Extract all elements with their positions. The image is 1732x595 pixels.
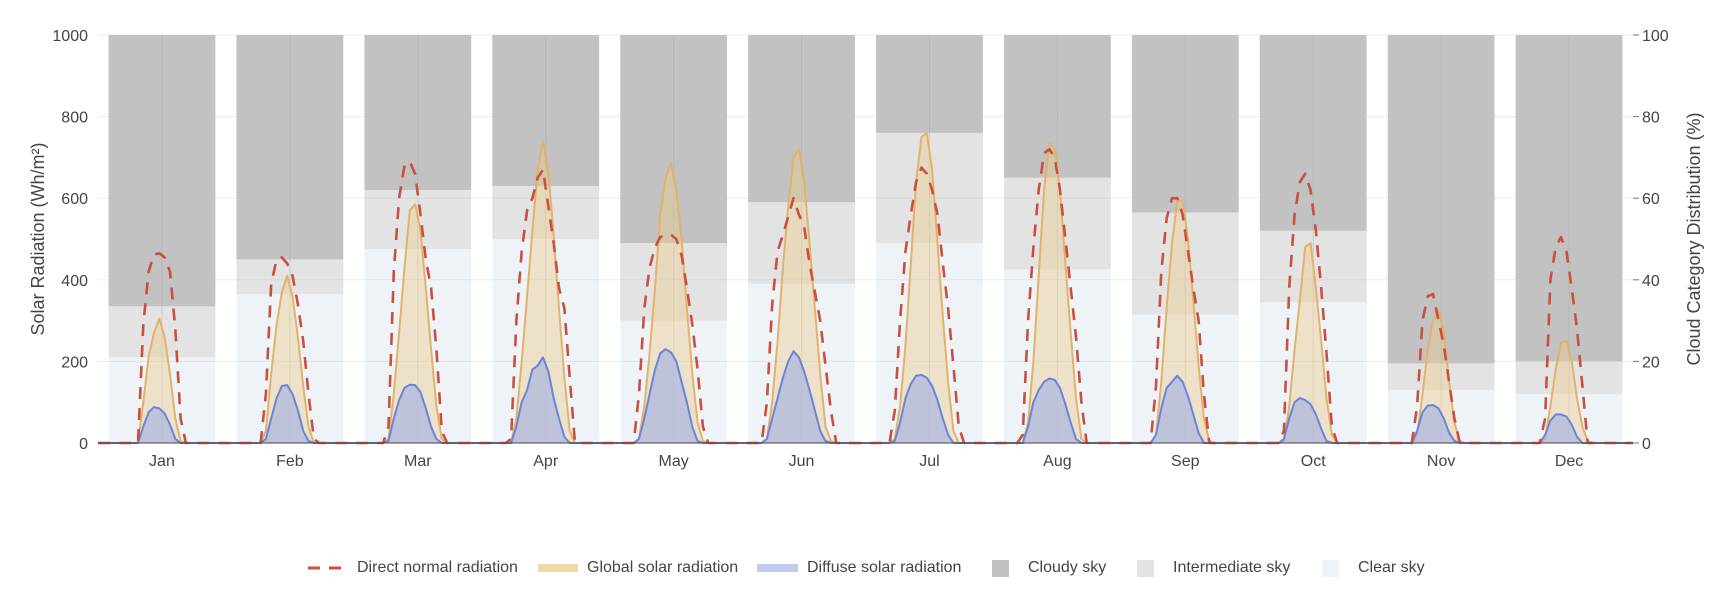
- y-left-tick-label: 200: [61, 354, 88, 371]
- gridlines: [98, 34, 1633, 443]
- legend: Direct normal radiation Global solar rad…: [0, 556, 1732, 580]
- global-solar-radiation-area: [100, 132, 1631, 443]
- y-left-tick-label: 400: [61, 273, 88, 290]
- bar-cloudy-sky-jul: [876, 35, 983, 133]
- bar-cloudy-sky-sep: [1131, 35, 1239, 213]
- legend-label: Direct normal radiation: [357, 559, 518, 576]
- bar-intermediate-sky-jan: [108, 306, 216, 358]
- x-tick-label: Oct: [1301, 453, 1326, 470]
- y-left-tick-label: 800: [61, 110, 88, 127]
- y-axis-left-title: Solar Radiation (Wh/m²): [28, 142, 48, 335]
- y-left-tick-label: 600: [61, 191, 88, 208]
- legend-label: Cloudy sky: [1028, 559, 1107, 576]
- bar-intermediate-sky-nov: [1387, 363, 1495, 390]
- legend-label: Clear sky: [1358, 559, 1425, 576]
- bar-cloudy-sky-aug: [1003, 35, 1111, 178]
- cloud-category-bars: [108, 35, 1623, 443]
- legend-item-cloudy[interactable]: Cloudy sky: [992, 556, 1106, 580]
- dashed-line-swatch-icon: [308, 566, 348, 570]
- square-swatch-icon: [992, 559, 1009, 577]
- bar-cloudy-sky-feb: [236, 35, 344, 260]
- diffuse-solar-radiation-area: [100, 349, 1631, 443]
- y-left-tick-label: 0: [79, 436, 88, 453]
- square-swatch-icon: [1137, 559, 1154, 577]
- x-tick-label: Jan: [149, 453, 175, 470]
- band-swatch-icon: [757, 564, 798, 572]
- x-tick-label: Apr: [533, 453, 559, 470]
- x-tick-label: Jun: [789, 453, 815, 470]
- y-right-tick-label: 80: [1642, 110, 1660, 127]
- axes: 0 200 400 600 800 1000 0 20 40 60 80 100 Jan Feb Mar Ap…: [52, 28, 1668, 470]
- x-tick-label: Nov: [1427, 453, 1455, 470]
- y-right-tick-label: 20: [1642, 354, 1660, 371]
- x-tick-label: May: [659, 453, 689, 470]
- x-tick-label: Aug: [1043, 453, 1071, 470]
- bar-intermediate-sky-dec: [1515, 361, 1623, 395]
- bar-cloudy-sky-mar: [364, 35, 472, 191]
- y-right-tick-label: 60: [1642, 191, 1660, 208]
- legend-label: Global solar radiation: [587, 559, 739, 576]
- bar-cloudy-sky-jun: [748, 35, 855, 203]
- legend-item-global[interactable]: Global solar radiation: [538, 556, 738, 580]
- x-tick-label: Jul: [919, 453, 939, 470]
- bar-intermediate-sky-may: [620, 243, 728, 321]
- bar-intermediate-sky-aug: [1003, 177, 1111, 270]
- y-left-tick-label: 1000: [52, 28, 88, 45]
- bar-intermediate-sky-jun: [748, 202, 855, 284]
- bar-cloudy-sky-jan: [108, 35, 216, 307]
- legend-label: Diffuse solar radiation: [807, 559, 962, 576]
- bar-cloudy-sky-nov: [1387, 35, 1495, 364]
- y-right-tick-label: 0: [1642, 436, 1651, 453]
- legend-label: Intermediate sky: [1173, 559, 1291, 576]
- bar-cloudy-sky-dec: [1515, 35, 1623, 362]
- band-swatch-icon: [538, 564, 578, 572]
- y-right-tick-label: 40: [1642, 273, 1660, 290]
- x-tick-label: Feb: [276, 453, 304, 470]
- x-tick-label: Sep: [1171, 453, 1200, 470]
- legend-item-diffuse[interactable]: Diffuse solar radiation: [757, 556, 961, 580]
- legend-item-intermediate[interactable]: Intermediate sky: [1137, 556, 1290, 580]
- bar-cloudy-sky-oct: [1259, 35, 1367, 231]
- legend-item-clear[interactable]: Clear sky: [1322, 556, 1425, 580]
- x-tick-label: Dec: [1555, 453, 1583, 470]
- bar-intermediate-sky-apr: [492, 185, 600, 239]
- x-tick-label: Mar: [404, 453, 432, 470]
- bar-cloudy-sky-may: [620, 35, 728, 244]
- square-swatch-icon: [1322, 559, 1339, 577]
- y-right-tick-label: 100: [1642, 28, 1669, 45]
- y-axis-right-title: Cloud Category Distribution (%): [1684, 112, 1704, 365]
- legend-item-direct-normal[interactable]: Direct normal radiation: [308, 556, 518, 580]
